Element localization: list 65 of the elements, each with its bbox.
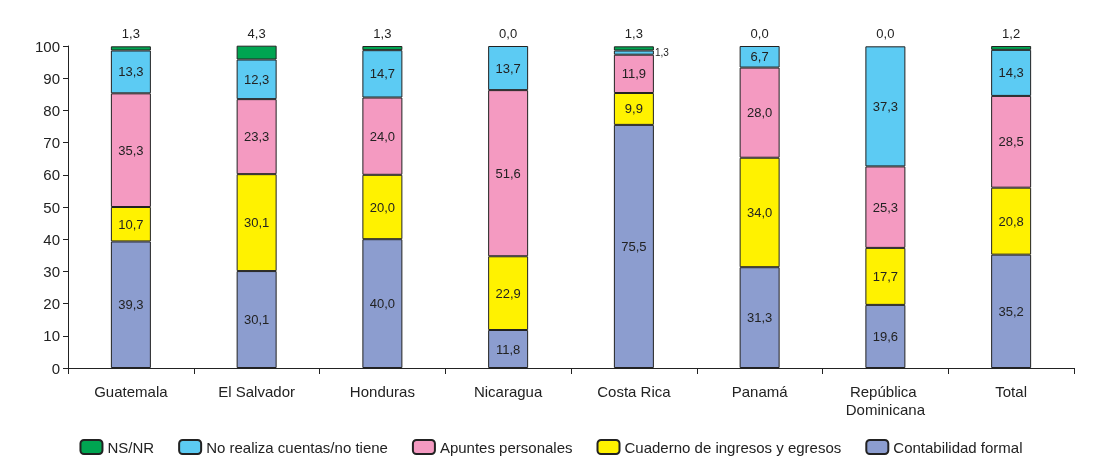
data-label: 9,9 (624, 101, 643, 117)
data-label: 40,0 (369, 296, 396, 312)
y-tick-label: 100 (34, 37, 60, 55)
y-tick-label: 80 (43, 101, 60, 119)
legend-label: Contabilidad formal (893, 438, 1023, 456)
data-label: 23,3 (243, 129, 270, 145)
data-label: 22,9 (495, 285, 521, 301)
data-label: 25,3 (872, 199, 899, 215)
data-label: 37,3 (872, 98, 899, 114)
data-label: 0,0 (499, 26, 518, 41)
data-label: 11,8 (495, 341, 521, 357)
data-label: 51,6 (495, 165, 521, 181)
data-label: 17,7 (872, 268, 899, 284)
data-label: 10,7 (118, 216, 144, 232)
data-label: 30,1 (243, 215, 270, 231)
data-label: 35,3 (118, 142, 144, 158)
y-tick-label: 60 (43, 166, 60, 184)
bar (613, 46, 654, 51)
data-label: 1,3 (654, 47, 670, 59)
data-label: 1,2 (1002, 26, 1021, 41)
data-label: 24,0 (369, 128, 396, 144)
data-label: 1,3 (121, 26, 140, 42)
x-tick-label: República Dominicana (845, 382, 926, 418)
x-tick-label: Costa Rica (597, 382, 672, 400)
x-tick-label: Guatemala (94, 382, 169, 400)
data-label: 20,0 (369, 199, 396, 215)
y-tick-label: 70 (43, 134, 60, 152)
data-label: 14,3 (998, 65, 1024, 81)
data-label: 0,0 (876, 26, 895, 42)
x-tick-label: Total (995, 382, 1027, 400)
data-label: 1,3 (373, 26, 392, 41)
legend-label: Cuaderno de ingresos y egresos (624, 438, 842, 456)
legend-label: Apuntes personales (439, 438, 573, 456)
data-label: 13,7 (495, 60, 521, 76)
y-tick-label: 20 (43, 295, 60, 313)
y-tick-label: 50 (43, 198, 60, 216)
data-label: 39,3 (118, 297, 144, 313)
data-label: 31,3 (746, 310, 773, 326)
data-label: 28,0 (746, 105, 773, 121)
data-label: 20,8 (998, 213, 1024, 229)
data-label: 34,0 (746, 204, 773, 220)
data-label: 12,3 (243, 71, 270, 87)
data-label: 6,7 (750, 49, 769, 65)
data-label: 13,3 (118, 64, 144, 80)
y-tick-label: 90 (43, 69, 60, 87)
x-tick-label: Honduras (349, 382, 415, 400)
x-tick-label: El Salvador (218, 382, 295, 400)
legend-label: NS/NR (107, 438, 155, 456)
y-tick-label: 10 (43, 327, 60, 345)
legend-label: No realiza cuentas/no tiene (206, 438, 388, 456)
data-label: 35,2 (998, 303, 1024, 319)
y-tick-label: 30 (43, 262, 60, 280)
x-tick-label: Nicaragua (473, 382, 543, 400)
data-label: 28,5 (998, 134, 1024, 150)
y-tick-label: 40 (43, 230, 60, 248)
y-tick-label: 0 (51, 359, 60, 377)
data-label: 75,5 (621, 238, 647, 254)
data-label: 11,9 (621, 66, 647, 82)
data-label: 0,0 (750, 26, 769, 41)
data-label: 30,1 (243, 312, 270, 328)
data-label: 1,3 (624, 26, 643, 42)
data-label: 14,7 (369, 66, 396, 82)
data-label: 4,3 (247, 25, 266, 41)
data-label: 19,6 (872, 328, 899, 344)
x-tick-label: Panamá (731, 382, 789, 400)
